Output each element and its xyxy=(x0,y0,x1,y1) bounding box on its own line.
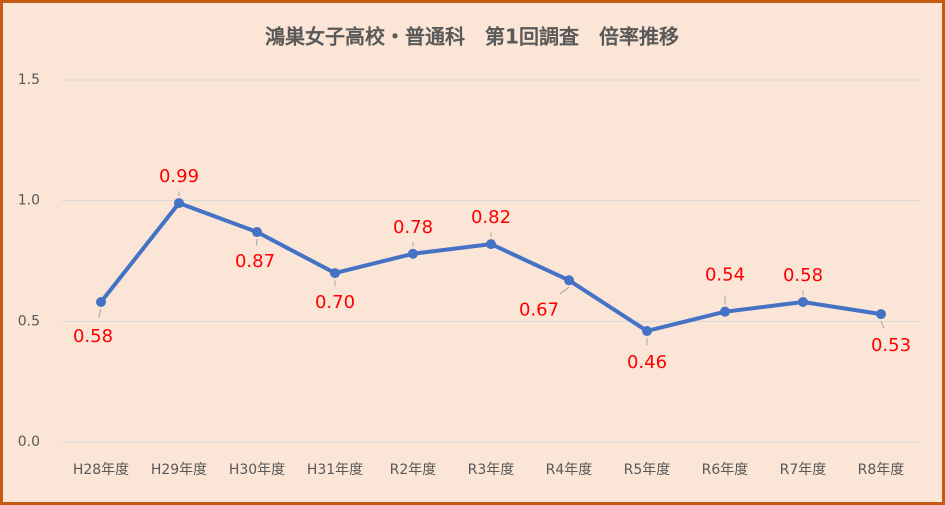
x-tick-label: R4年度 xyxy=(546,462,593,478)
data-label: 0.46 xyxy=(627,352,667,373)
data-point xyxy=(486,239,496,250)
chart-title: 鴻巣女子高校・普通科 第1回調査 倍率推移 xyxy=(265,25,679,49)
x-tick-label: R7年度 xyxy=(780,462,827,478)
data-label: 0.87 xyxy=(235,251,275,272)
data-point xyxy=(876,309,886,320)
data-label: 0.58 xyxy=(783,265,823,286)
y-tick-label: 1.5 xyxy=(18,72,40,88)
data-point xyxy=(798,297,808,308)
x-tick-label: H31年度 xyxy=(307,462,363,478)
data-point xyxy=(96,297,106,308)
data-point xyxy=(564,275,574,286)
leader-line xyxy=(880,320,885,329)
data-label: 0.82 xyxy=(471,207,511,228)
leader-line xyxy=(559,286,570,295)
data-point xyxy=(330,268,340,279)
y-tick-label: 0.0 xyxy=(18,434,40,450)
y-tick-label: 1.0 xyxy=(18,193,40,209)
x-tick-label: R6年度 xyxy=(702,462,749,478)
data-label: 0.58 xyxy=(73,326,113,347)
y-tick-label: 0.5 xyxy=(18,313,40,329)
data-label: 0.78 xyxy=(393,217,433,238)
data-point xyxy=(408,248,418,259)
x-tick-label: R3年度 xyxy=(468,462,515,478)
data-point xyxy=(174,198,184,209)
data-label: 0.67 xyxy=(519,299,559,320)
data-label: 0.53 xyxy=(871,335,911,356)
data-point xyxy=(252,227,262,238)
data-point xyxy=(720,306,730,317)
data-label: 0.54 xyxy=(705,265,745,286)
x-tick-label: R5年度 xyxy=(624,462,671,478)
x-tick-label: R2年度 xyxy=(390,462,437,478)
x-tick-label: H28年度 xyxy=(73,462,129,478)
leader-line xyxy=(98,308,102,318)
x-tick-label: R8年度 xyxy=(858,462,905,478)
leader-line xyxy=(255,238,258,246)
x-tick-label: H30年度 xyxy=(229,462,285,478)
data-label: 0.70 xyxy=(315,292,355,313)
data-label: 0.99 xyxy=(159,166,199,187)
data-point xyxy=(642,325,652,336)
x-tick-label: H29年度 xyxy=(151,462,207,478)
